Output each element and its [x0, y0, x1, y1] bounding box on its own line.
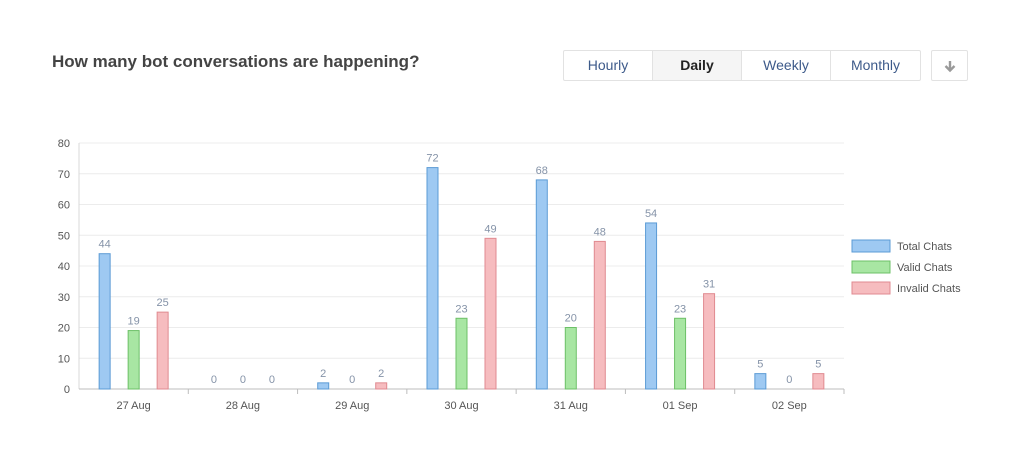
y-tick-label: 20	[58, 323, 70, 335]
bar	[593, 240, 606, 390]
bar	[426, 167, 439, 390]
data-label: 72	[426, 153, 438, 165]
data-label: 5	[757, 359, 763, 371]
bar	[754, 373, 767, 390]
y-tick-label: 50	[58, 230, 70, 242]
x-tick-label: 30 Aug	[444, 400, 478, 412]
data-label: 25	[157, 297, 169, 309]
x-tick-label: 31 Aug	[554, 400, 588, 412]
x-tick-label: 28 Aug	[226, 400, 260, 412]
bar	[812, 373, 825, 390]
x-tick-label: 02 Sep	[772, 400, 807, 412]
legend-label: Valid Chats	[897, 262, 953, 274]
bar	[127, 330, 140, 390]
data-label: 23	[674, 303, 686, 315]
bar	[564, 327, 577, 390]
x-tick-label: 01 Sep	[663, 400, 698, 412]
y-tick-label: 80	[58, 138, 70, 150]
x-tick-label: 27 Aug	[117, 400, 151, 412]
bar	[484, 237, 497, 390]
arrow-down-icon	[944, 60, 955, 72]
x-tick-label: 29 Aug	[335, 400, 369, 412]
data-label: 0	[240, 374, 246, 386]
data-label: 19	[128, 316, 140, 328]
chart-title: How many bot conversations are happening…	[52, 52, 420, 71]
bar	[674, 317, 687, 390]
data-label: 2	[378, 368, 384, 380]
data-label: 54	[645, 208, 657, 220]
bar	[98, 253, 111, 390]
data-label: 68	[536, 165, 548, 177]
data-label: 49	[484, 223, 496, 235]
data-label: 20	[565, 313, 577, 325]
bar	[156, 311, 169, 390]
legend-swatch	[851, 260, 891, 274]
tab-daily[interactable]: Daily	[653, 51, 742, 80]
legend-swatch	[851, 281, 891, 295]
data-label: 31	[703, 279, 715, 291]
y-tick-label: 0	[64, 384, 70, 396]
bar	[375, 382, 388, 390]
legend-label: Invalid Chats	[897, 283, 961, 295]
y-tick-label: 40	[58, 261, 70, 273]
granularity-toggle: Hourly Daily Weekly Monthly	[563, 50, 921, 81]
data-label: 23	[455, 303, 467, 315]
data-label: 0	[269, 374, 275, 386]
legend-label: Total Chats	[897, 241, 953, 253]
download-button[interactable]	[931, 50, 968, 81]
y-tick-label: 10	[58, 353, 70, 365]
data-label: 0	[786, 374, 792, 386]
bar	[703, 293, 716, 390]
tab-monthly[interactable]: Monthly	[850, 57, 901, 73]
y-tick-label: 30	[58, 292, 70, 304]
bar	[455, 317, 468, 390]
data-label: 44	[99, 239, 111, 251]
bar	[645, 222, 658, 390]
bar	[535, 179, 548, 390]
y-tick-label: 70	[58, 169, 70, 181]
data-label: 0	[349, 374, 355, 386]
y-tick-label: 60	[58, 200, 70, 212]
data-label: 5	[815, 359, 821, 371]
data-label: 2	[320, 368, 326, 380]
data-label: 0	[211, 374, 217, 386]
tab-weekly[interactable]: Weekly	[742, 51, 831, 80]
data-label: 48	[594, 226, 606, 238]
tab-hourly[interactable]: Hourly	[564, 51, 653, 80]
bar	[317, 382, 330, 390]
legend-swatch	[851, 239, 891, 253]
